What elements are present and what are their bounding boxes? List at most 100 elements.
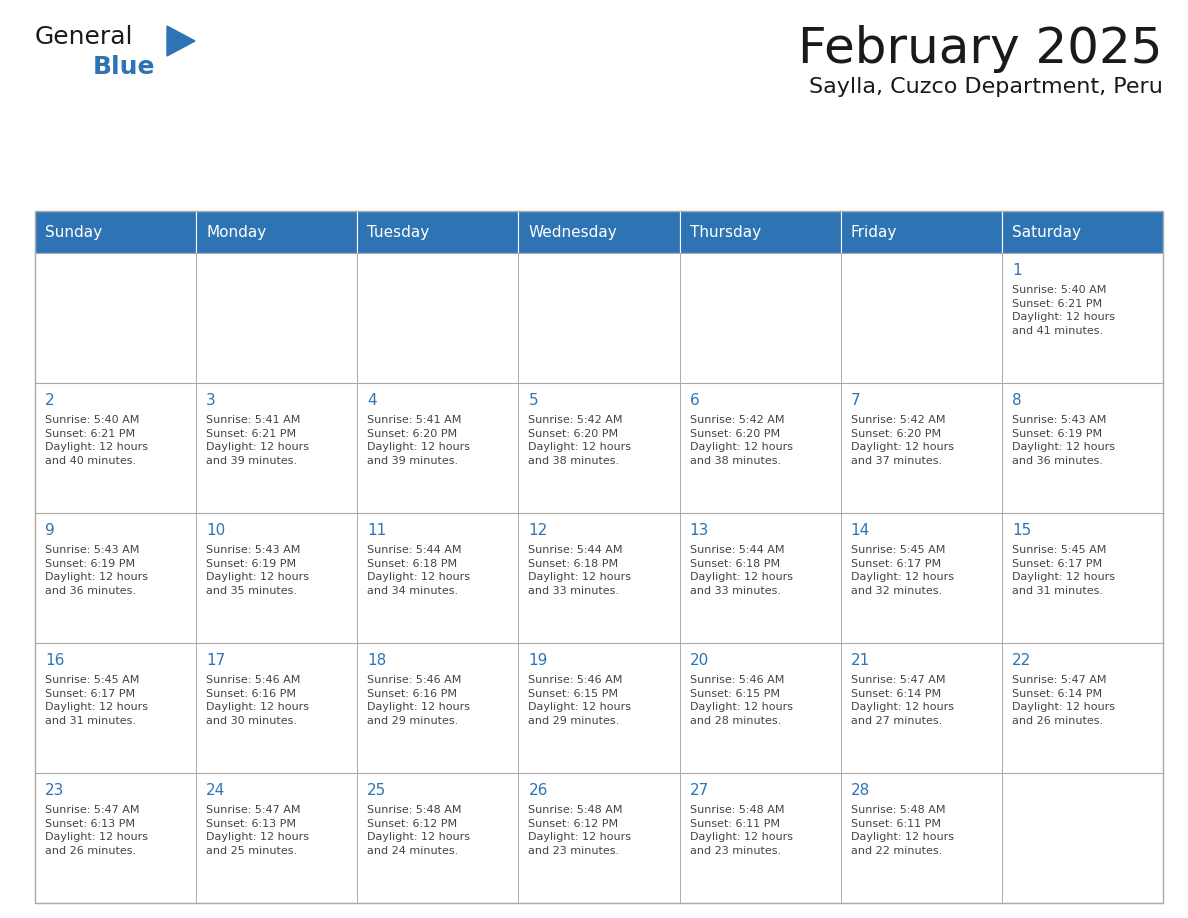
Text: 12: 12 <box>529 523 548 538</box>
Text: Sunrise: 5:41 AM
Sunset: 6:20 PM
Daylight: 12 hours
and 39 minutes.: Sunrise: 5:41 AM Sunset: 6:20 PM Dayligh… <box>367 415 470 465</box>
Bar <box>518 253 680 383</box>
Text: 17: 17 <box>207 653 226 668</box>
Text: Sunrise: 5:47 AM
Sunset: 6:14 PM
Daylight: 12 hours
and 26 minutes.: Sunrise: 5:47 AM Sunset: 6:14 PM Dayligh… <box>1012 675 1114 726</box>
Text: 28: 28 <box>851 783 870 798</box>
Bar <box>34 253 196 383</box>
Text: Monday: Monday <box>207 225 266 240</box>
Bar <box>1001 211 1163 253</box>
Bar <box>1001 643 1163 773</box>
Bar <box>196 643 358 773</box>
Text: 20: 20 <box>689 653 709 668</box>
Text: Thursday: Thursday <box>689 225 760 240</box>
Text: 8: 8 <box>1012 393 1022 408</box>
Text: 13: 13 <box>689 523 709 538</box>
Bar <box>34 211 196 253</box>
Text: Tuesday: Tuesday <box>367 225 430 240</box>
Text: Sunrise: 5:41 AM
Sunset: 6:21 PM
Daylight: 12 hours
and 39 minutes.: Sunrise: 5:41 AM Sunset: 6:21 PM Dayligh… <box>207 415 309 465</box>
Bar <box>358 383 518 513</box>
Bar <box>841 253 1001 383</box>
Text: Sunrise: 5:42 AM
Sunset: 6:20 PM
Daylight: 12 hours
and 37 minutes.: Sunrise: 5:42 AM Sunset: 6:20 PM Dayligh… <box>851 415 954 465</box>
Bar <box>518 211 680 253</box>
Text: Sunrise: 5:44 AM
Sunset: 6:18 PM
Daylight: 12 hours
and 33 minutes.: Sunrise: 5:44 AM Sunset: 6:18 PM Dayligh… <box>689 545 792 596</box>
Polygon shape <box>168 26 195 56</box>
Text: 21: 21 <box>851 653 870 668</box>
Text: 24: 24 <box>207 783 226 798</box>
Bar <box>680 773 841 903</box>
Text: Sunrise: 5:45 AM
Sunset: 6:17 PM
Daylight: 12 hours
and 31 minutes.: Sunrise: 5:45 AM Sunset: 6:17 PM Dayligh… <box>1012 545 1114 596</box>
Bar <box>1001 253 1163 383</box>
Text: 23: 23 <box>45 783 64 798</box>
Text: 18: 18 <box>367 653 386 668</box>
Text: 2: 2 <box>45 393 55 408</box>
Text: Sunrise: 5:48 AM
Sunset: 6:12 PM
Daylight: 12 hours
and 23 minutes.: Sunrise: 5:48 AM Sunset: 6:12 PM Dayligh… <box>529 805 632 856</box>
Text: Sunrise: 5:48 AM
Sunset: 6:11 PM
Daylight: 12 hours
and 22 minutes.: Sunrise: 5:48 AM Sunset: 6:11 PM Dayligh… <box>851 805 954 856</box>
Text: Sunrise: 5:47 AM
Sunset: 6:13 PM
Daylight: 12 hours
and 26 minutes.: Sunrise: 5:47 AM Sunset: 6:13 PM Dayligh… <box>45 805 148 856</box>
Text: Sunrise: 5:46 AM
Sunset: 6:16 PM
Daylight: 12 hours
and 29 minutes.: Sunrise: 5:46 AM Sunset: 6:16 PM Dayligh… <box>367 675 470 726</box>
Bar <box>841 383 1001 513</box>
Bar <box>34 513 196 643</box>
Bar <box>518 773 680 903</box>
Text: 9: 9 <box>45 523 55 538</box>
Bar <box>34 643 196 773</box>
Bar <box>1001 773 1163 903</box>
Bar <box>680 513 841 643</box>
Text: Sunrise: 5:43 AM
Sunset: 6:19 PM
Daylight: 12 hours
and 35 minutes.: Sunrise: 5:43 AM Sunset: 6:19 PM Dayligh… <box>207 545 309 596</box>
Text: 1: 1 <box>1012 263 1022 278</box>
Text: Sunrise: 5:46 AM
Sunset: 6:16 PM
Daylight: 12 hours
and 30 minutes.: Sunrise: 5:46 AM Sunset: 6:16 PM Dayligh… <box>207 675 309 726</box>
Text: Sunrise: 5:44 AM
Sunset: 6:18 PM
Daylight: 12 hours
and 33 minutes.: Sunrise: 5:44 AM Sunset: 6:18 PM Dayligh… <box>529 545 632 596</box>
Bar <box>518 643 680 773</box>
Text: Sunrise: 5:44 AM
Sunset: 6:18 PM
Daylight: 12 hours
and 34 minutes.: Sunrise: 5:44 AM Sunset: 6:18 PM Dayligh… <box>367 545 470 596</box>
Text: Sunrise: 5:40 AM
Sunset: 6:21 PM
Daylight: 12 hours
and 41 minutes.: Sunrise: 5:40 AM Sunset: 6:21 PM Dayligh… <box>1012 285 1114 336</box>
Bar <box>841 211 1001 253</box>
Text: Sunrise: 5:40 AM
Sunset: 6:21 PM
Daylight: 12 hours
and 40 minutes.: Sunrise: 5:40 AM Sunset: 6:21 PM Dayligh… <box>45 415 148 465</box>
Text: Sunrise: 5:47 AM
Sunset: 6:13 PM
Daylight: 12 hours
and 25 minutes.: Sunrise: 5:47 AM Sunset: 6:13 PM Dayligh… <box>207 805 309 856</box>
Text: Blue: Blue <box>93 55 156 79</box>
Bar <box>518 383 680 513</box>
Text: Sunrise: 5:48 AM
Sunset: 6:11 PM
Daylight: 12 hours
and 23 minutes.: Sunrise: 5:48 AM Sunset: 6:11 PM Dayligh… <box>689 805 792 856</box>
Bar <box>680 643 841 773</box>
Text: Sunrise: 5:46 AM
Sunset: 6:15 PM
Daylight: 12 hours
and 29 minutes.: Sunrise: 5:46 AM Sunset: 6:15 PM Dayligh… <box>529 675 632 726</box>
Text: Saylla, Cuzco Department, Peru: Saylla, Cuzco Department, Peru <box>809 77 1163 97</box>
Text: Sunrise: 5:46 AM
Sunset: 6:15 PM
Daylight: 12 hours
and 28 minutes.: Sunrise: 5:46 AM Sunset: 6:15 PM Dayligh… <box>689 675 792 726</box>
Text: 7: 7 <box>851 393 860 408</box>
Text: Sunrise: 5:48 AM
Sunset: 6:12 PM
Daylight: 12 hours
and 24 minutes.: Sunrise: 5:48 AM Sunset: 6:12 PM Dayligh… <box>367 805 470 856</box>
Text: 11: 11 <box>367 523 386 538</box>
Text: Wednesday: Wednesday <box>529 225 618 240</box>
Text: Sunrise: 5:47 AM
Sunset: 6:14 PM
Daylight: 12 hours
and 27 minutes.: Sunrise: 5:47 AM Sunset: 6:14 PM Dayligh… <box>851 675 954 726</box>
Text: Sunrise: 5:42 AM
Sunset: 6:20 PM
Daylight: 12 hours
and 38 minutes.: Sunrise: 5:42 AM Sunset: 6:20 PM Dayligh… <box>529 415 632 465</box>
Bar <box>680 383 841 513</box>
Bar <box>841 513 1001 643</box>
Text: 4: 4 <box>367 393 377 408</box>
Bar <box>34 383 196 513</box>
Text: 19: 19 <box>529 653 548 668</box>
Text: 26: 26 <box>529 783 548 798</box>
Text: 16: 16 <box>45 653 64 668</box>
Text: Sunrise: 5:45 AM
Sunset: 6:17 PM
Daylight: 12 hours
and 31 minutes.: Sunrise: 5:45 AM Sunset: 6:17 PM Dayligh… <box>45 675 148 726</box>
Text: 14: 14 <box>851 523 870 538</box>
Bar <box>1001 383 1163 513</box>
Bar <box>841 643 1001 773</box>
Bar <box>358 211 518 253</box>
Bar <box>196 211 358 253</box>
Text: Friday: Friday <box>851 225 897 240</box>
Bar <box>34 773 196 903</box>
Text: Sunday: Sunday <box>45 225 102 240</box>
Bar <box>680 253 841 383</box>
Bar <box>518 513 680 643</box>
Text: Sunrise: 5:42 AM
Sunset: 6:20 PM
Daylight: 12 hours
and 38 minutes.: Sunrise: 5:42 AM Sunset: 6:20 PM Dayligh… <box>689 415 792 465</box>
Bar <box>680 211 841 253</box>
Text: 25: 25 <box>367 783 386 798</box>
Bar <box>196 383 358 513</box>
Text: 22: 22 <box>1012 653 1031 668</box>
Bar <box>34 211 1163 903</box>
Text: 15: 15 <box>1012 523 1031 538</box>
Text: Sunrise: 5:43 AM
Sunset: 6:19 PM
Daylight: 12 hours
and 36 minutes.: Sunrise: 5:43 AM Sunset: 6:19 PM Dayligh… <box>45 545 148 596</box>
Text: Sunrise: 5:45 AM
Sunset: 6:17 PM
Daylight: 12 hours
and 32 minutes.: Sunrise: 5:45 AM Sunset: 6:17 PM Dayligh… <box>851 545 954 596</box>
Bar <box>1001 513 1163 643</box>
Bar <box>841 773 1001 903</box>
Bar <box>358 253 518 383</box>
Text: Saturday: Saturday <box>1012 225 1081 240</box>
Text: Sunrise: 5:43 AM
Sunset: 6:19 PM
Daylight: 12 hours
and 36 minutes.: Sunrise: 5:43 AM Sunset: 6:19 PM Dayligh… <box>1012 415 1114 465</box>
Bar <box>358 513 518 643</box>
Bar <box>358 773 518 903</box>
